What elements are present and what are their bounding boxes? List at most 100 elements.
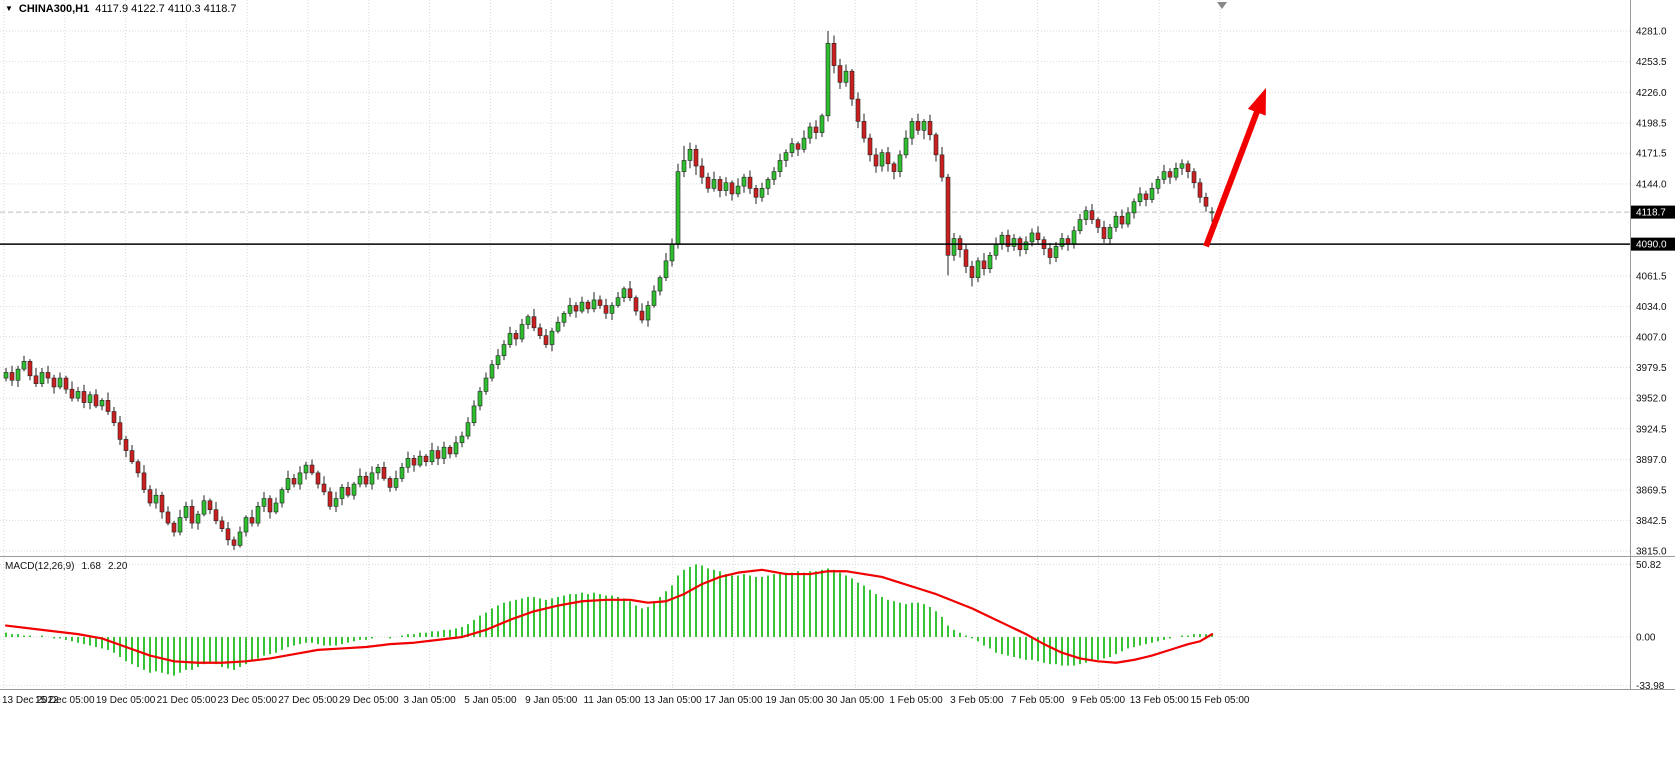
time-axis-label[interactable]: 17 Jan 05:00: [705, 695, 763, 706]
time-axis-label[interactable]: 9 Feb 05:00: [1072, 695, 1126, 706]
time-axis-label[interactable]: 15 Feb 05:00: [1191, 695, 1250, 706]
candle-up: [405, 458, 411, 468]
candle-up: [1023, 241, 1029, 251]
candle-down: [585, 301, 591, 310]
symbol-title: CHINA300,H1: [18, 3, 90, 15]
current-price-badge-text: 4118.7: [1636, 208, 1666, 219]
candle-up: [501, 344, 507, 357]
candle-down: [537, 327, 543, 336]
candle-up: [1173, 167, 1179, 178]
candle-up: [921, 121, 927, 131]
candle-up: [567, 305, 573, 314]
candle-up: [1071, 230, 1077, 245]
candle-down: [189, 506, 195, 524]
candle-down: [1095, 219, 1101, 228]
candle-up: [255, 506, 261, 524]
candle-down: [933, 134, 939, 156]
macd-value-main: 1.68: [81, 561, 101, 572]
candle-down: [573, 305, 579, 312]
candle-down: [693, 148, 699, 167]
time-axis-label[interactable]: 15 Dec 05:00: [35, 695, 95, 706]
candle-up: [279, 489, 285, 504]
candle-up: [645, 305, 651, 321]
candle-down: [309, 464, 315, 474]
candle-up: [273, 502, 279, 513]
candle-down: [867, 137, 873, 156]
candle-up: [297, 472, 303, 485]
candle-down: [1197, 182, 1203, 198]
candle-down: [267, 498, 273, 513]
candle-up: [495, 355, 501, 365]
price-axis-label: 4007.0: [1636, 332, 1667, 343]
candle-down: [861, 121, 867, 139]
candle-up: [1083, 210, 1089, 220]
time-axis-label[interactable]: 13 Feb 05:00: [1130, 695, 1189, 706]
candle-down: [1185, 163, 1191, 172]
time-axis-label[interactable]: 27 Dec 05:00: [278, 695, 338, 706]
symbol-dropdown-icon[interactable]: ▼: [5, 4, 13, 13]
candle-down: [1089, 210, 1095, 220]
candle-up: [675, 171, 681, 245]
candle-down: [981, 260, 987, 269]
candle-up: [621, 288, 627, 298]
time-axis-label[interactable]: 5 Jan 05:00: [464, 695, 517, 706]
trend-arrow-shaft[interactable]: [1203, 103, 1263, 248]
candle-up: [909, 121, 915, 139]
candle-down: [813, 126, 819, 133]
time-axis-label[interactable]: 3 Jan 05:00: [403, 695, 456, 706]
candle-up: [735, 185, 741, 195]
time-axis-label[interactable]: 19 Dec 05:00: [96, 695, 156, 706]
candle-up: [615, 297, 621, 306]
candle-down: [315, 472, 321, 485]
price-axis-label: 4198.5: [1636, 119, 1667, 130]
candle-up: [951, 238, 957, 256]
time-axis-label[interactable]: 30 Jan 05:00: [826, 695, 884, 706]
candle-up: [999, 234, 1005, 245]
candle-up: [1125, 212, 1131, 225]
candle-down: [45, 372, 51, 379]
candle-down: [837, 65, 843, 83]
candle-down: [117, 422, 123, 440]
candle-up: [21, 361, 27, 370]
candle-up: [1053, 246, 1059, 258]
candle-down: [531, 316, 537, 329]
time-axis-label[interactable]: 23 Dec 05:00: [217, 695, 277, 706]
candle-up: [687, 148, 693, 161]
candle-down: [135, 461, 141, 474]
time-axis-label[interactable]: 13 Jan 05:00: [644, 695, 702, 706]
price-axis-label: 4034.0: [1636, 302, 1667, 313]
candle-up: [1209, 211, 1215, 214]
candle-up: [201, 500, 207, 515]
time-axis-label[interactable]: 7 Feb 05:00: [1011, 695, 1065, 706]
candle-up: [843, 70, 849, 83]
candle-down: [1119, 215, 1125, 225]
candle-up: [741, 176, 747, 187]
time-axis-label[interactable]: 9 Jan 05:00: [525, 695, 578, 706]
candle-up: [339, 487, 345, 499]
candle-up: [711, 179, 717, 189]
candle-up: [15, 368, 21, 381]
time-axis-label[interactable]: 3 Feb 05:00: [950, 695, 1004, 706]
candle-up: [261, 498, 267, 507]
time-axis-label[interactable]: 29 Dec 05:00: [339, 695, 399, 706]
time-axis-label[interactable]: 1 Feb 05:00: [889, 695, 943, 706]
candle-up: [825, 42, 831, 117]
candle-up: [303, 464, 309, 474]
price-axis-label: 3815.0: [1636, 547, 1667, 558]
candle-down: [699, 165, 705, 178]
chart-shift-marker[interactable]: [1217, 2, 1227, 9]
time-axis-label[interactable]: 11 Jan 05:00: [583, 695, 641, 706]
candle-down: [873, 154, 879, 167]
time-axis-label[interactable]: 19 Jan 05:00: [765, 695, 823, 706]
candle-down: [939, 154, 945, 178]
candle-up: [177, 517, 183, 533]
candle-up: [1113, 215, 1119, 228]
candle-down: [327, 491, 333, 507]
candle-down: [141, 472, 147, 490]
time-axis-label[interactable]: 21 Dec 05:00: [157, 695, 217, 706]
time-axis-label[interactable]: 13 Dec 2022: [2, 695, 59, 706]
candle-up: [525, 316, 531, 325]
trend-arrow-head[interactable]: [1247, 87, 1266, 116]
candle-down: [1203, 196, 1209, 207]
